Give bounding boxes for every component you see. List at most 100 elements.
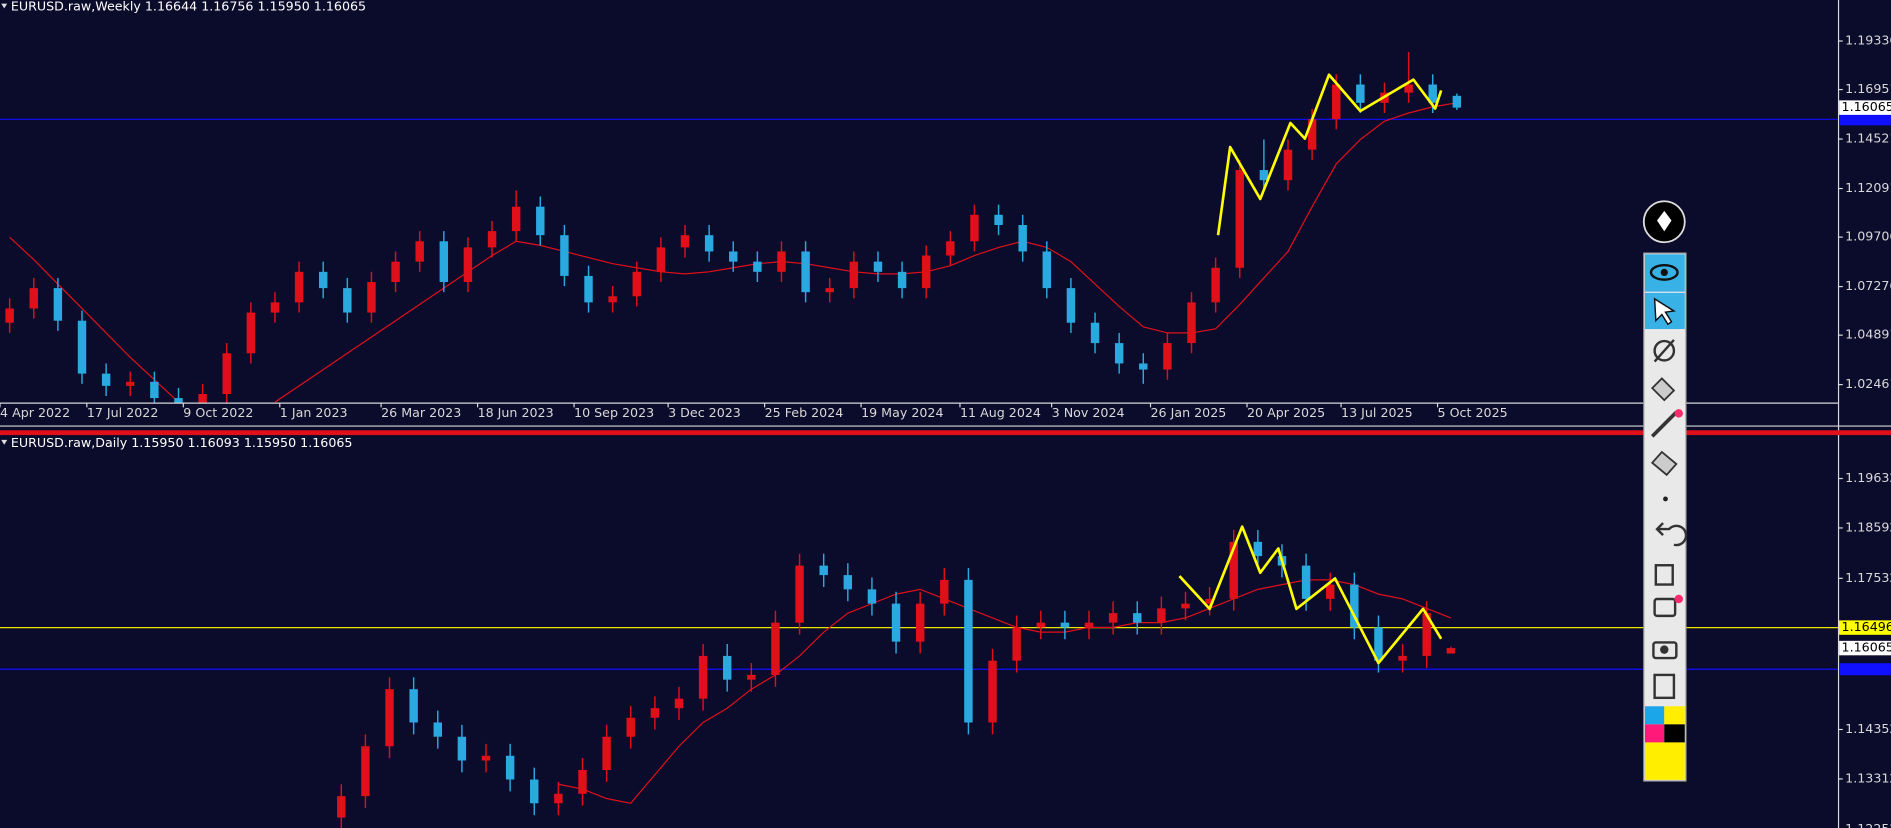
x-tick-label: 17 Jul 2022	[87, 405, 159, 420]
candle-body	[511, 206, 521, 232]
x-tick-label: 5 Oct 2025	[1438, 405, 1508, 420]
badge	[1674, 409, 1683, 418]
current-color[interactable]	[1644, 742, 1685, 780]
toolbar-body	[1643, 252, 1687, 782]
y-tick-label: 1.14352	[1845, 721, 1891, 736]
candle-body	[650, 708, 660, 718]
candle-body	[53, 288, 63, 321]
candle-body	[415, 241, 424, 262]
clipboard-button[interactable]	[1653, 673, 1676, 700]
candle-body	[1139, 363, 1148, 370]
candle-body	[1307, 119, 1317, 150]
candle-body	[536, 206, 545, 236]
candle-body	[698, 655, 708, 699]
candle-body	[825, 288, 834, 293]
eraser-button[interactable]	[1650, 377, 1676, 402]
template-button[interactable]	[1653, 597, 1677, 618]
candle-body	[777, 251, 786, 272]
zigzag-drawing	[1178, 525, 1443, 665]
candle-body	[584, 275, 593, 303]
candle-body	[867, 589, 877, 604]
candle-body	[632, 271, 641, 297]
candle-body	[994, 214, 1003, 225]
candle-body	[771, 622, 780, 675]
x-tick-label: 18 Jun 2023	[478, 405, 554, 420]
timer-button[interactable]	[1653, 339, 1676, 362]
candle-body	[101, 373, 111, 386]
x-tick-label: 1 Jan 2023	[280, 405, 348, 420]
y-tick-label: 1.07276	[1845, 278, 1891, 293]
candle-body	[873, 261, 883, 272]
undo-button[interactable]	[1655, 522, 1688, 547]
x-tick-label: 13 Jul 2025	[1341, 405, 1413, 420]
pen-icon	[1657, 210, 1672, 232]
y-tick-label: 1.18592	[1845, 519, 1891, 534]
candle-body	[1157, 608, 1166, 623]
candle-body	[1211, 267, 1220, 303]
candle-body	[656, 247, 666, 272]
cursor-icon	[1653, 297, 1676, 326]
color-magenta[interactable]	[1644, 724, 1665, 743]
candle-body	[680, 235, 690, 248]
candle-body	[940, 579, 949, 604]
candle-body	[1205, 598, 1214, 604]
candle-body	[578, 770, 587, 794]
delete-button[interactable]	[1654, 564, 1674, 586]
candle-body	[1446, 648, 1456, 654]
y-tick-label: 1.12252	[1845, 821, 1891, 828]
candle-body	[1012, 627, 1021, 661]
line-tool-button[interactable]	[1650, 410, 1678, 438]
marker-button[interactable]	[1650, 450, 1678, 477]
candle-body	[729, 251, 738, 262]
price-line-tag	[1839, 663, 1891, 676]
candle-body	[626, 717, 635, 737]
color-yellow[interactable]	[1664, 706, 1685, 725]
candle-body	[849, 261, 859, 289]
plot-area	[0, 51, 1838, 403]
price-label: 1.16496	[1842, 619, 1891, 634]
candle-body	[530, 779, 539, 804]
candle-body	[1253, 541, 1263, 557]
candle-body	[801, 251, 810, 293]
candle-body	[5, 308, 14, 323]
candle-body	[1235, 170, 1244, 268]
eye-pupil	[1660, 268, 1668, 276]
candle-body	[1187, 302, 1196, 344]
color-cyan[interactable]	[1644, 706, 1665, 725]
collapse-arrow	[1, 439, 8, 445]
y-tick-label: 1.19632	[1845, 470, 1891, 485]
x-tick-label: 4 Apr 2022	[0, 405, 70, 420]
candle-body	[1018, 224, 1027, 252]
candle-body	[270, 302, 280, 313]
price-label: 1.16065	[1842, 99, 1891, 114]
candle-body	[1422, 613, 1431, 656]
x-tick-label: 10 Sep 2023	[574, 405, 654, 420]
price-line-tag	[1839, 113, 1891, 126]
candle-body	[409, 689, 418, 723]
screenshot-button[interactable]	[1652, 641, 1678, 660]
candle-body	[795, 565, 804, 623]
dot-button[interactable]	[1663, 496, 1668, 502]
x-tick-label: 3 Nov 2024	[1052, 405, 1125, 420]
candle-body	[343, 288, 352, 313]
y-tick-label: 1.19336	[1845, 33, 1891, 48]
candle-body	[77, 320, 87, 374]
candle-body	[753, 261, 762, 272]
panel-separator	[0, 430, 1891, 436]
candle-body	[988, 660, 997, 723]
candle-body	[457, 736, 467, 761]
candle-body	[1042, 251, 1052, 289]
candle-body	[246, 312, 256, 354]
x-tick-label: 26 Jan 2025	[1151, 405, 1227, 420]
collapse-arrow	[1, 3, 8, 9]
candle-body	[1283, 149, 1293, 181]
color-black[interactable]	[1664, 724, 1685, 743]
candle-body	[674, 698, 684, 709]
candle-body	[318, 271, 328, 289]
candle-body	[481, 755, 491, 761]
